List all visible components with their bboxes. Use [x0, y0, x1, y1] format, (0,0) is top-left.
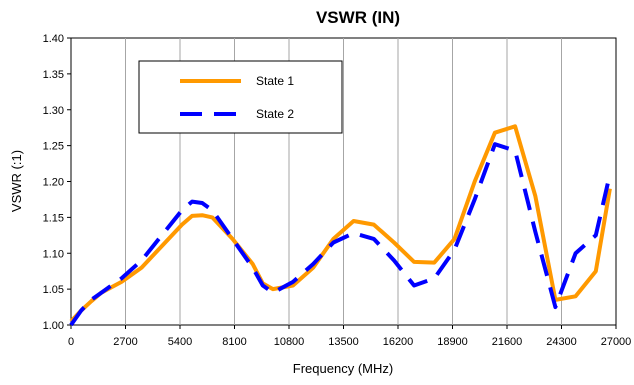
y-tick-label: 1.20: [43, 177, 64, 189]
y-tick-label: 1.00: [43, 320, 64, 332]
x-tick-label: 16200: [383, 336, 414, 348]
y-tick-label: 1.25: [43, 141, 64, 153]
series-lines: [69, 124, 612, 327]
x-tick-label: 2700: [113, 336, 137, 348]
legend-box: [138, 60, 343, 134]
x-tick-label: 13500: [328, 336, 359, 348]
x-tick-label: 21600: [492, 336, 523, 348]
y-tick-label: 1.05: [43, 284, 64, 296]
legend-label-state-1: State 1: [256, 74, 294, 88]
x-tick-label: 24300: [546, 336, 577, 348]
series-line-state-1: [69, 124, 612, 323]
x-tick-label: 5400: [168, 336, 192, 348]
legend: State 1 State 2: [138, 60, 343, 134]
y-tick-label: 1.35: [43, 69, 64, 81]
x-tick-label: 27000: [601, 336, 632, 348]
x-tick-label: 0: [68, 336, 74, 348]
x-axis-ticks: 0 2700 5400 8100 10800 13500 16200 18900 21600 24…: [68, 325, 631, 348]
y-axis-title: VSWR (:1): [9, 150, 24, 212]
x-axis-title: Frequency (MHz): [293, 361, 393, 376]
y-tick-label: 1.10: [43, 248, 64, 260]
y-tick-label: 1.15: [43, 212, 64, 224]
chart-title: VSWR (IN): [316, 8, 400, 27]
y-tick-label: 1.30: [43, 105, 64, 117]
y-tick-label: 1.40: [43, 33, 64, 45]
x-tick-label: 18900: [437, 336, 468, 348]
x-tick-label: 10800: [274, 336, 305, 348]
x-tick-label: 8100: [222, 336, 246, 348]
legend-label-state-2: State 2: [256, 107, 294, 121]
y-axis-ticks: 1.00 1.05 1.10 1.15 1.20 1.25 1.30 1.35 1.40: [43, 33, 71, 332]
